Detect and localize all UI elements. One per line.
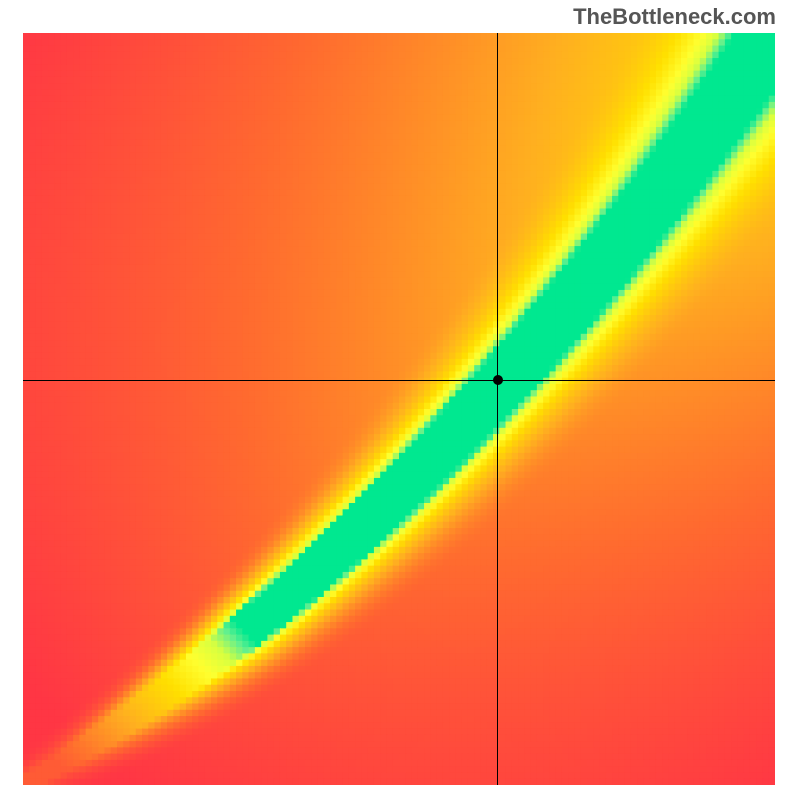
crosshair-point xyxy=(493,375,503,385)
watermark-text: TheBottleneck.com xyxy=(573,4,776,30)
bottleneck-heatmap xyxy=(23,33,775,785)
crosshair-vertical xyxy=(497,33,498,785)
crosshair-horizontal xyxy=(23,380,775,381)
chart-container: TheBottleneck.com xyxy=(0,0,800,800)
